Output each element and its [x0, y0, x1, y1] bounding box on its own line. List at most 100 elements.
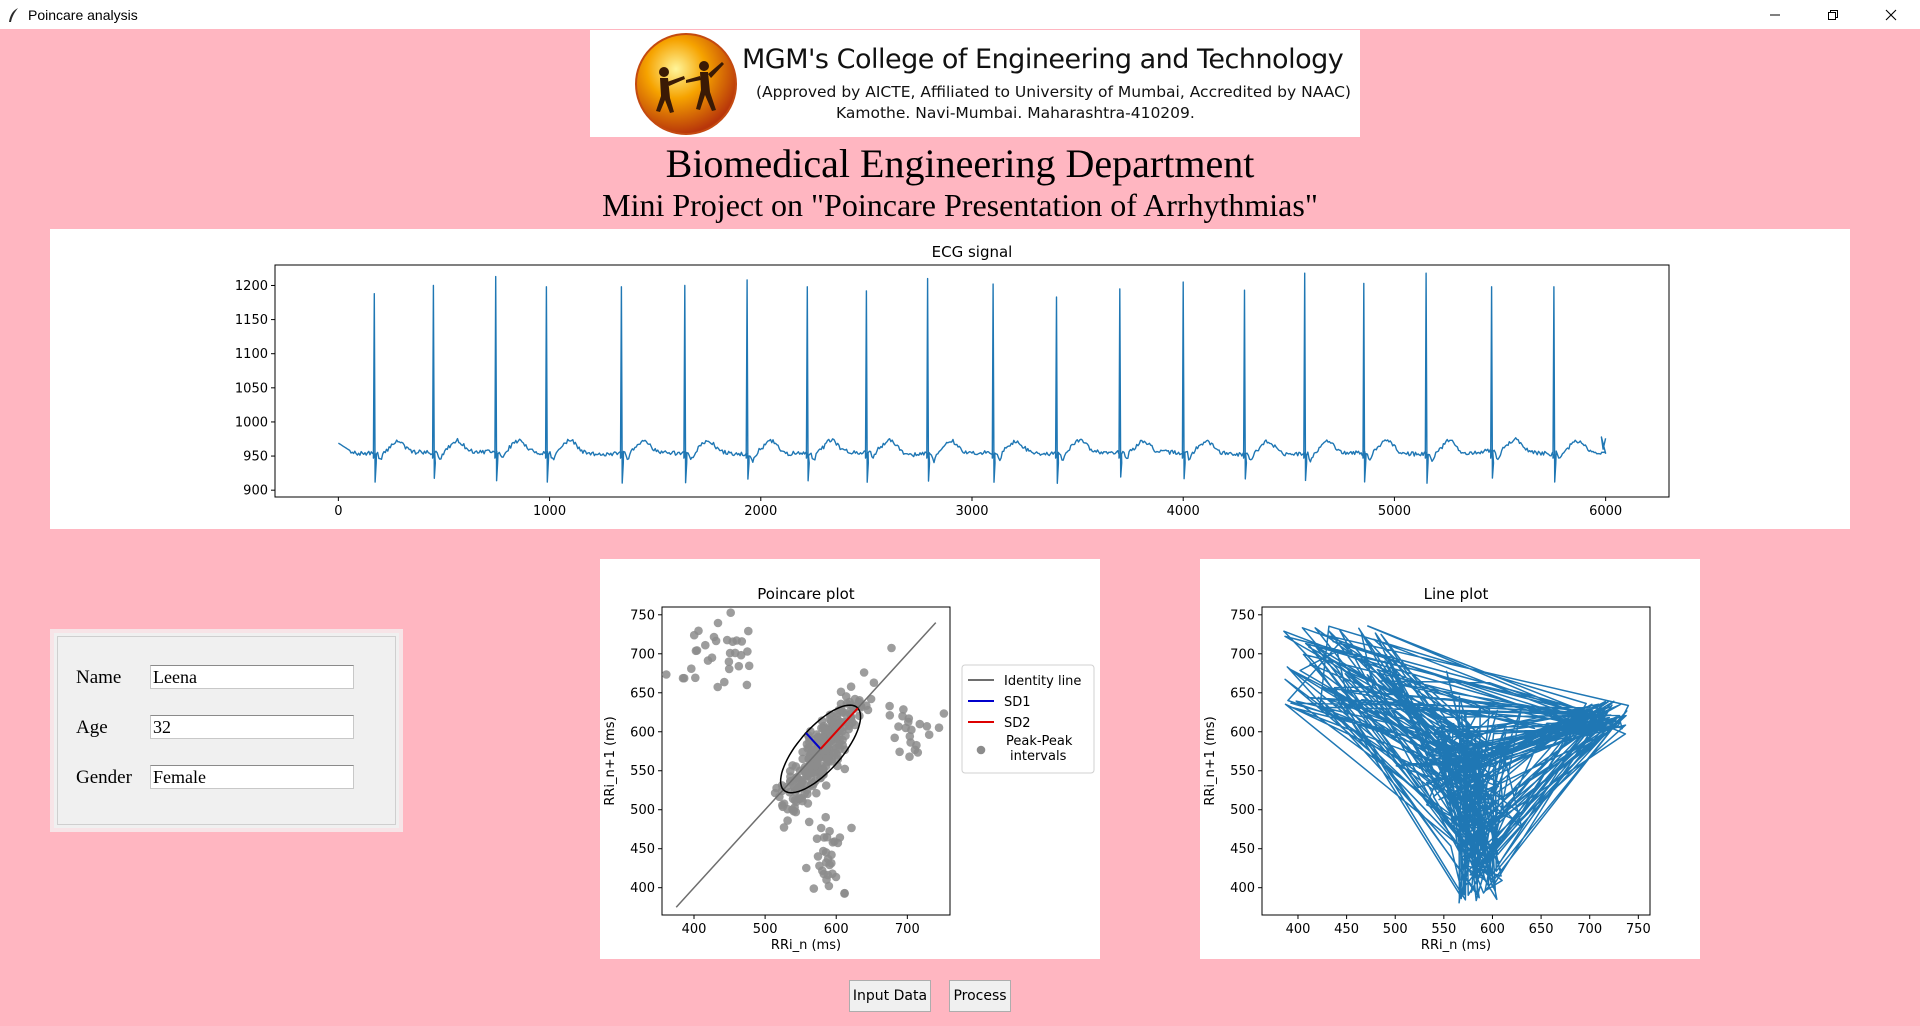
lineplot-xtick-label: 750 [1626, 922, 1651, 937]
poincare-point [713, 618, 723, 628]
ecg-xtick-label: 1000 [533, 504, 566, 519]
gender-input[interactable] [150, 765, 354, 789]
window-titlebar: Poincare analysis [0, 0, 1920, 29]
age-label: Age [76, 717, 108, 738]
poincare-point [855, 711, 864, 721]
poincare-point [828, 838, 838, 847]
poincare-point [832, 712, 842, 722]
close-icon [1885, 9, 1897, 20]
ecg-ytick-label: 950 [243, 450, 268, 465]
minimize-button[interactable] [1746, 0, 1804, 29]
poincare-point [779, 823, 789, 832]
poincare-point [885, 711, 895, 720]
poincare-point [887, 643, 896, 653]
poincare-point [734, 661, 744, 671]
lineplot-xtick-label: 400 [1286, 922, 1311, 937]
ecg-ytick-label: 1150 [235, 313, 268, 328]
lineplot-xtick-label: 450 [1334, 922, 1359, 937]
poincare-point [813, 732, 823, 742]
project-title: Mini Project on "Poincare Presentation o… [602, 187, 1318, 223]
process-button[interactable]: Process [949, 980, 1011, 1012]
ecg-ytick-label: 1200 [235, 279, 268, 294]
poincare-point [840, 764, 850, 774]
lineplot-xtick-label: 550 [1431, 922, 1456, 937]
poincare-point [895, 747, 904, 757]
lineplot-xtick-label: 700 [1577, 922, 1602, 937]
restore-button[interactable] [1804, 0, 1862, 29]
poincare-point [724, 664, 734, 674]
poincare-point [804, 817, 814, 827]
poincare-point [742, 680, 752, 690]
poincare-point [722, 635, 732, 645]
poincare-point [701, 640, 710, 650]
poincare-point [809, 884, 819, 893]
college-logo-icon [635, 33, 737, 135]
poincare-point [791, 762, 801, 771]
poincare-point [898, 711, 907, 721]
name-input[interactable] [150, 665, 354, 689]
feather-icon [9, 7, 18, 22]
poincare-point [822, 754, 832, 763]
lineplot-ytick-label: 400 [1230, 881, 1255, 896]
legend-label: intervals [1010, 749, 1067, 764]
ecg-xtick-label: 2000 [744, 504, 777, 519]
poincare-title: Poincare plot [757, 585, 855, 603]
poincare-point [802, 863, 811, 873]
poincare-point [846, 682, 856, 691]
college-name: MGM's College of Engineering and Technol… [742, 44, 1344, 75]
poincare-point [726, 608, 735, 617]
input-data-button[interactable]: Input Data [849, 980, 931, 1012]
gender-label: Gender [76, 767, 132, 788]
close-button[interactable] [1862, 0, 1920, 29]
sd2-line [819, 707, 859, 750]
poincare-ytick-label: 450 [630, 842, 655, 857]
poincare-point [907, 725, 916, 735]
lineplot-ytick-label: 750 [1230, 608, 1255, 623]
poincare-point [821, 812, 830, 822]
poincare-point [730, 648, 740, 658]
legend-label: SD2 [1004, 716, 1031, 731]
legend-label: SD1 [1004, 695, 1031, 710]
poincare-point [824, 881, 834, 891]
poincare-point [813, 852, 823, 861]
poincare-point [836, 687, 846, 697]
poincare-point [783, 816, 792, 825]
poincare-point [832, 743, 841, 753]
lineplot-xtick-label: 650 [1529, 922, 1554, 937]
poincare-point [691, 673, 700, 683]
department-heading: Biomedical Engineering Department [665, 141, 1255, 186]
poincare-point [724, 657, 734, 666]
lineplot-ytick-label: 450 [1230, 842, 1255, 857]
lineplot-ytick-label: 550 [1230, 764, 1255, 779]
poincare-point [707, 653, 717, 662]
name-label: Name [76, 667, 122, 688]
poincare-point [792, 772, 802, 782]
ecg-panel: 0 1000 2000 3000 4000 5000 6000 900 950 1000 1050 1… [50, 229, 1850, 529]
poincare-point [934, 723, 944, 732]
college-approval: (Approved by AICTE, Affiliated to Univer… [756, 83, 1351, 101]
poincare-point [691, 646, 701, 656]
ecg-signal-line [338, 272, 1607, 484]
poincare-point [720, 677, 729, 687]
sd1-line [805, 732, 822, 750]
poincare-point [825, 826, 834, 836]
college-banner: MGM's College of Engineering and Technol… [590, 30, 1360, 137]
lineplot-ytick-label: 700 [1230, 647, 1255, 662]
poincare-point [662, 670, 671, 679]
poincare-point [890, 733, 899, 743]
poincare-point [803, 744, 812, 753]
patient-form: Name Age Gender [50, 629, 403, 832]
legend-label: Identity line [1004, 674, 1081, 689]
ecg-xtick-label: 6000 [1589, 504, 1622, 519]
poincare-point [850, 720, 860, 730]
poincare-point [840, 889, 849, 898]
poincare-point [905, 732, 915, 741]
age-input[interactable] [150, 715, 354, 739]
poincare-point [816, 823, 826, 833]
poincare-point [802, 768, 811, 778]
poincare-panel: 400 500 600 700 400 450 500 550 600 650 700 750 Poin… [600, 559, 1100, 959]
minimize-icon [1770, 14, 1780, 15]
poincare-xtick-label: 500 [753, 922, 778, 937]
poincare-chart: 400 500 600 700 400 450 500 550 600 650 700 750 Poin… [603, 585, 1095, 953]
ecg-chart: 0 1000 2000 3000 4000 5000 6000 900 950 1000 1050 1… [235, 243, 1670, 519]
